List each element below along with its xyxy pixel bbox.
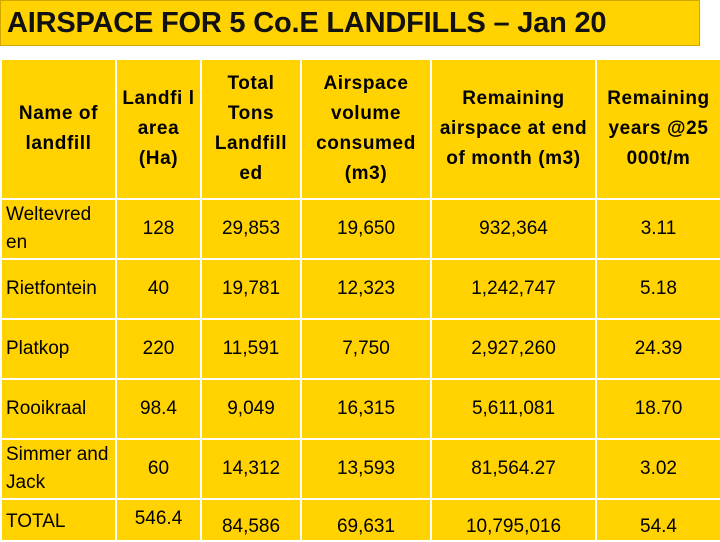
cell-years: 24.39 xyxy=(595,318,720,380)
total-years: 54.4 xyxy=(595,498,720,542)
total-tons: 84,586 xyxy=(200,498,302,542)
cell-consumed: 13,593 xyxy=(300,438,432,500)
cell-consumed: 12,323 xyxy=(300,258,432,320)
cell-area: 40 xyxy=(115,258,202,320)
header-airspace-consumed: Airspace volume consumed (m3) xyxy=(300,58,432,200)
cell-years: 3.02 xyxy=(595,438,720,500)
cell-remaining: 5,611,081 xyxy=(430,378,597,440)
cell-area: 60 xyxy=(115,438,202,500)
cell-area: 128 xyxy=(115,198,202,260)
cell-name: Simmer and Jack xyxy=(0,438,117,500)
total-consumed: 69,631 xyxy=(300,498,432,542)
header-total-tons: Total Tons Landfill ed xyxy=(200,58,302,200)
header-landfill-name: Name of landfill xyxy=(0,58,117,200)
cell-name: Weltevred en xyxy=(0,198,117,260)
cell-tons: 19,781 xyxy=(200,258,302,320)
cell-tons: 11,591 xyxy=(200,318,302,380)
cell-tons: 14,312 xyxy=(200,438,302,500)
table-container: Name of landfill Landfi l area (Ha) Tota… xyxy=(0,58,720,542)
cell-years: 3.11 xyxy=(595,198,720,260)
total-area: 546.4 xyxy=(115,498,202,542)
header-remaining-years: Remaining years @25 000t/m xyxy=(595,58,720,200)
total-remaining: 10,795,016 xyxy=(430,498,597,542)
table-row: Simmer and Jack 60 14,312 13,593 81,564.… xyxy=(0,438,720,500)
table-row: Rietfontein 40 19,781 12,323 1,242,747 5… xyxy=(0,258,720,320)
cell-consumed: 19,650 xyxy=(300,198,432,260)
landfill-table: Name of landfill Landfi l area (Ha) Tota… xyxy=(0,58,720,542)
cell-area: 220 xyxy=(115,318,202,380)
cell-area: 98.4 xyxy=(115,378,202,440)
header-row: Name of landfill Landfi l area (Ha) Tota… xyxy=(0,58,720,200)
table-row: Rooikraal 98.4 9,049 16,315 5,611,081 18… xyxy=(0,378,720,440)
cell-tons: 9,049 xyxy=(200,378,302,440)
cell-remaining: 1,242,747 xyxy=(430,258,597,320)
cell-name: Rietfontein xyxy=(0,258,117,320)
header-remaining-airspace: Remaining airspace at end of month (m3) xyxy=(430,58,597,200)
header-landfill-area: Landfi l area (Ha) xyxy=(115,58,202,200)
cell-years: 5.18 xyxy=(595,258,720,320)
cell-remaining: 81,564.27 xyxy=(430,438,597,500)
cell-name: Rooikraal xyxy=(0,378,117,440)
total-row: TOTAL 546.4 84,586 69,631 10,795,016 54.… xyxy=(0,498,720,542)
cell-remaining: 932,364 xyxy=(430,198,597,260)
cell-name: Platkop xyxy=(0,318,117,380)
cell-tons: 29,853 xyxy=(200,198,302,260)
total-label: TOTAL xyxy=(0,498,117,542)
page-title: AIRSPACE FOR 5 Co.E LANDFILLS – Jan 20 xyxy=(7,7,607,39)
table-row: Weltevred en 128 29,853 19,650 932,364 3… xyxy=(0,198,720,260)
cell-remaining: 2,927,260 xyxy=(430,318,597,380)
cell-consumed: 16,315 xyxy=(300,378,432,440)
title-bar: AIRSPACE FOR 5 Co.E LANDFILLS – Jan 20 xyxy=(0,0,700,46)
table-row: Platkop 220 11,591 7,750 2,927,260 24.39 xyxy=(0,318,720,380)
cell-years: 18.70 xyxy=(595,378,720,440)
cell-consumed: 7,750 xyxy=(300,318,432,380)
